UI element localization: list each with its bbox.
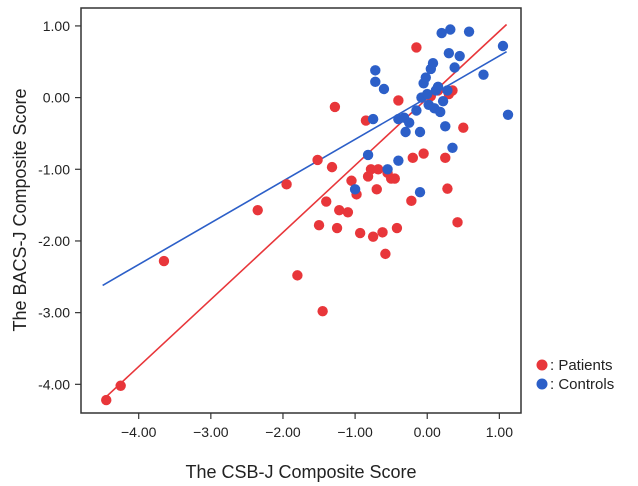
point-controls <box>436 27 447 39</box>
point-controls <box>403 117 415 128</box>
point-patients <box>342 207 354 218</box>
x-tick-label: −4.00 <box>121 424 157 440</box>
point-controls <box>420 72 431 83</box>
point-patients <box>158 255 170 267</box>
point-patients <box>377 227 388 238</box>
point-controls <box>422 88 433 100</box>
y-axis-title: The BACS-J Composite Score <box>10 88 30 331</box>
point-patients <box>440 152 451 164</box>
point-patients <box>313 219 325 231</box>
y-tick-label: -2.00 <box>38 233 70 249</box>
point-patients <box>334 204 345 216</box>
point-controls <box>432 81 444 93</box>
point-controls <box>463 26 475 37</box>
point-controls <box>435 106 446 118</box>
y-tick-label: 1.00 <box>43 18 70 34</box>
point-patients <box>458 122 469 133</box>
point-controls <box>447 142 458 153</box>
x-tick-label: 1.00 <box>486 424 513 440</box>
legend: : Patients : Controls <box>536 357 614 393</box>
point-patients <box>115 380 126 391</box>
point-patients <box>393 95 404 106</box>
point-controls <box>497 40 509 52</box>
point-controls <box>370 76 381 88</box>
point-patients <box>372 164 384 175</box>
x-tick-label: 0.00 <box>414 424 441 440</box>
point-patients <box>442 183 453 194</box>
point-controls <box>367 113 379 125</box>
point-patients <box>101 394 112 406</box>
point-controls <box>454 50 465 62</box>
point-controls <box>370 65 381 76</box>
legend-marker-controls <box>536 378 548 390</box>
point-controls <box>414 126 426 138</box>
point-patients <box>326 161 338 173</box>
point-patients <box>331 222 343 234</box>
point-controls <box>449 62 460 73</box>
point-controls <box>382 164 393 175</box>
point-controls <box>362 149 374 161</box>
plot-area <box>80 7 522 414</box>
y-axis: 1.00 0.00 -1.00 -2.00 -3.00 -4.00 <box>38 18 81 392</box>
point-patients <box>407 152 419 164</box>
point-controls <box>443 47 455 59</box>
point-controls <box>393 155 404 166</box>
x-tick-label: −1.00 <box>337 424 373 440</box>
y-tick-label: -4.00 <box>38 376 70 392</box>
point-patients <box>391 222 403 234</box>
point-controls <box>442 85 453 96</box>
point-controls <box>414 187 426 198</box>
point-patients <box>346 175 357 186</box>
legend-label-patients: : Patients <box>550 357 613 374</box>
point-controls <box>440 121 451 132</box>
point-controls <box>411 105 422 116</box>
x-tick-label: −3.00 <box>193 424 229 440</box>
point-patients <box>252 204 263 216</box>
y-tick-label: -3.00 <box>38 305 70 321</box>
y-tick-label: -1.00 <box>38 161 70 177</box>
point-patients <box>292 270 303 281</box>
point-controls <box>400 126 411 138</box>
point-controls <box>427 57 439 69</box>
point-patients <box>329 101 341 113</box>
x-tick-label: −2.00 <box>265 424 301 440</box>
data-points <box>101 24 514 406</box>
point-controls <box>445 24 456 35</box>
point-patients <box>312 154 323 166</box>
y-tick-label: 0.00 <box>43 90 70 106</box>
point-patients <box>321 196 332 207</box>
point-patients <box>380 248 391 260</box>
point-controls <box>478 69 489 80</box>
point-patients <box>367 231 379 242</box>
point-controls <box>378 83 390 95</box>
point-patients <box>406 195 417 207</box>
x-axis: −4.00 −3.00 −2.00 −1.00 0.00 1.00 <box>121 413 513 440</box>
point-patients <box>281 179 292 190</box>
plot-frame <box>80 7 522 414</box>
point-patients <box>354 227 366 239</box>
point-patients <box>317 306 328 317</box>
point-patients <box>411 42 422 53</box>
point-controls <box>437 95 449 107</box>
point-patients <box>389 173 400 184</box>
point-patients <box>452 217 463 228</box>
point-controls <box>349 184 361 195</box>
point-controls <box>502 109 514 121</box>
x-axis-title: The CSB-J Composite Score <box>185 462 416 482</box>
point-patients <box>371 184 382 195</box>
legend-label-controls: : Controls <box>550 376 614 393</box>
point-patients <box>365 164 377 175</box>
point-patients <box>418 148 429 159</box>
legend-marker-patients <box>536 359 548 371</box>
